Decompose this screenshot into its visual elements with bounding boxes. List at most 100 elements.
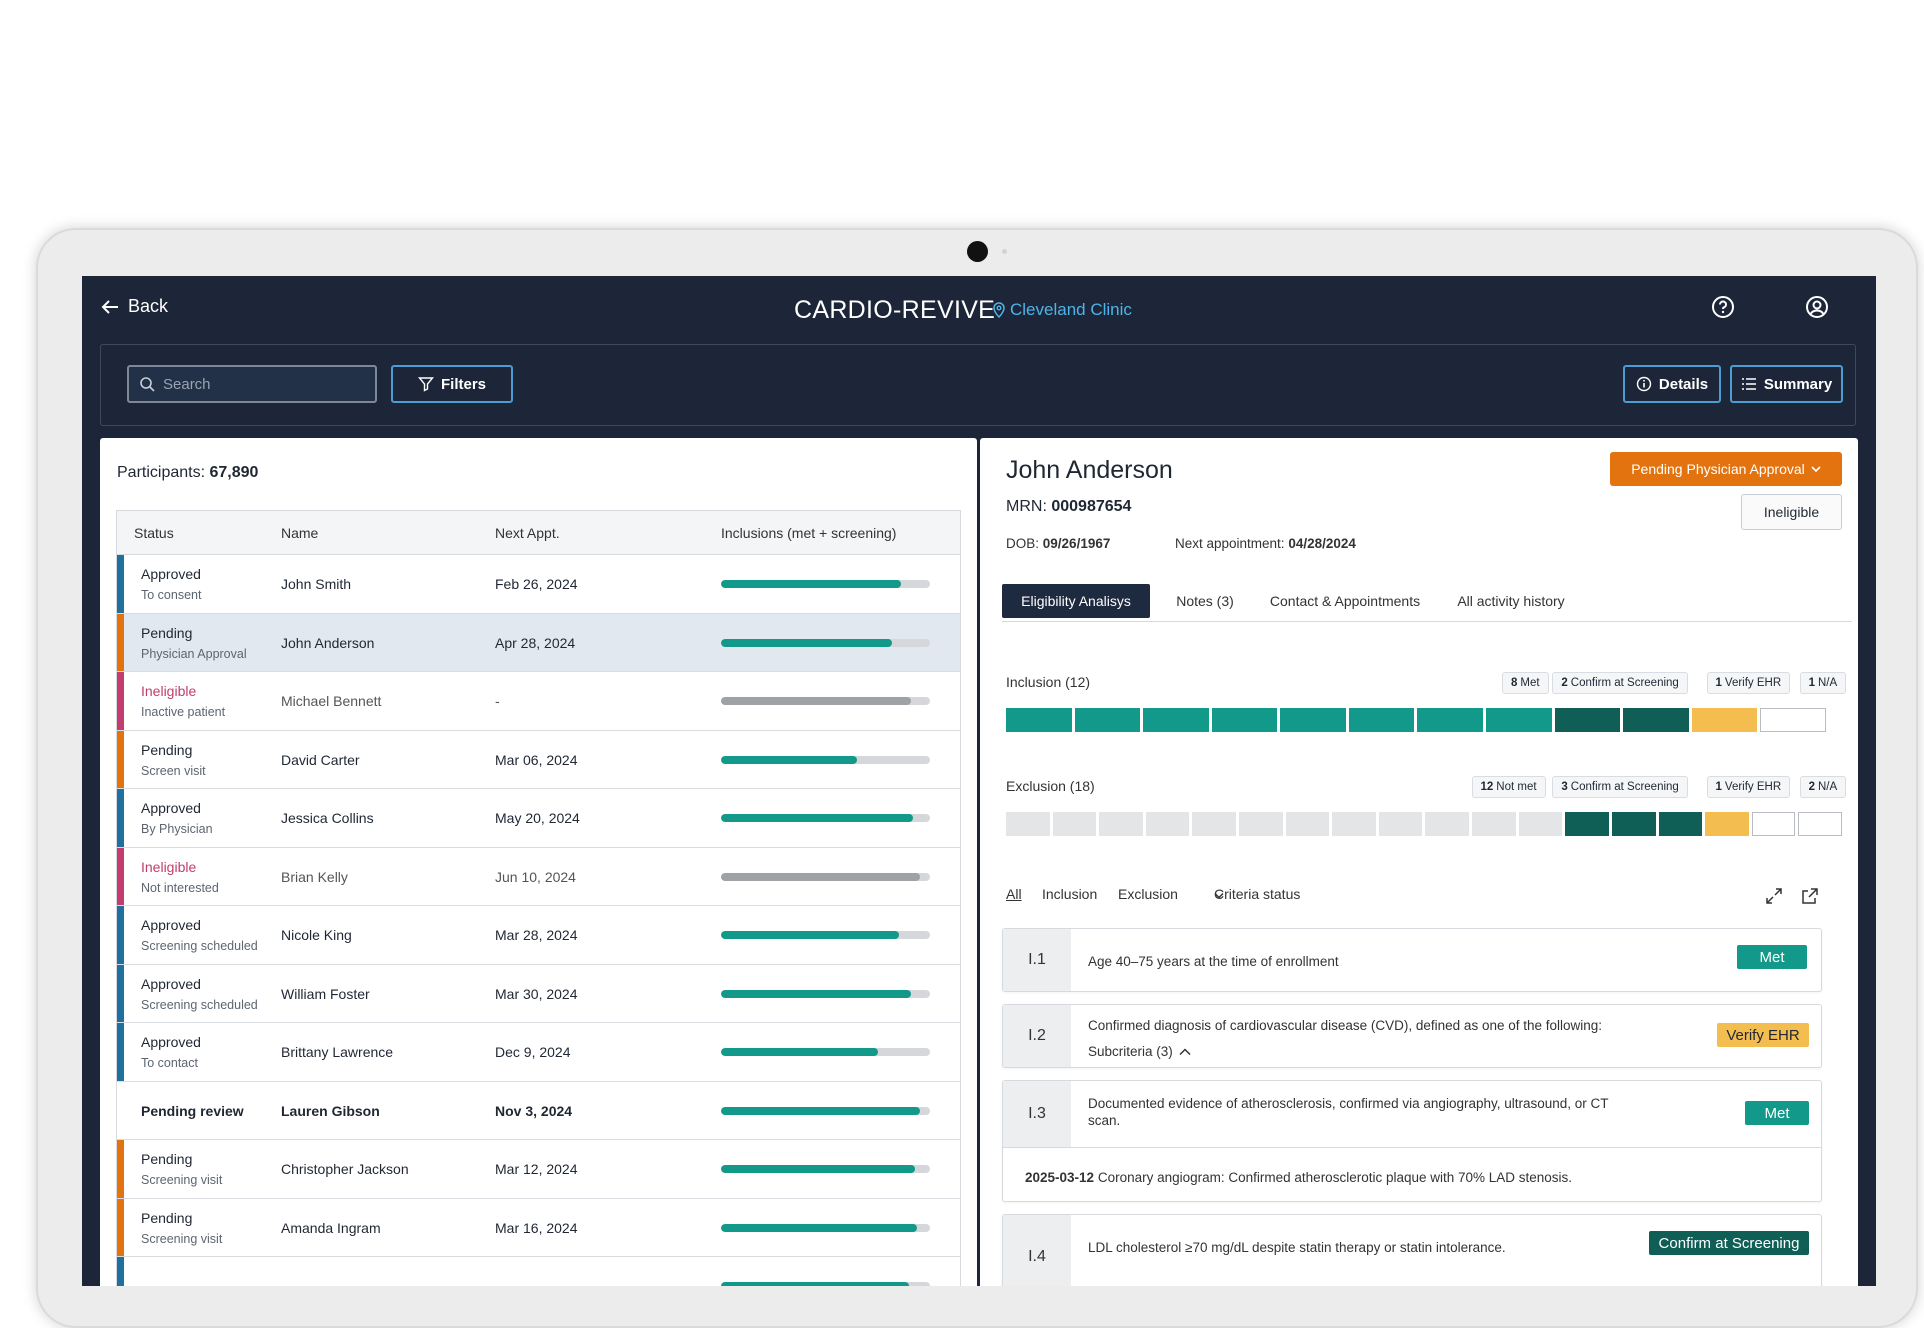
row-next-appt: Mar 30, 2024 (495, 985, 578, 1002)
criteria-segment-met (1417, 708, 1484, 732)
row-status-detail: Screening visit (141, 1173, 223, 1187)
inclusion-progress-bar (721, 638, 930, 647)
open-external-icon[interactable] (1800, 886, 1820, 906)
search-input[interactable] (163, 375, 353, 393)
row-status-detail: Screen visit (141, 763, 206, 778)
table-row[interactable]: Pending Screen visit David Carter Mar 06, 2… (117, 730, 960, 789)
summary-chip[interactable]: 3 Confirm at Screening (1552, 776, 1688, 798)
criterion-card-i4[interactable]: I.4 LDL cholesterol ≥70 mg/dL despite st… (1002, 1214, 1822, 1286)
criteria-segment-notmet (1099, 812, 1143, 836)
met-badge[interactable]: Met (1737, 945, 1807, 969)
summary-chip[interactable]: 1 Verify EHR (1706, 776, 1791, 798)
filter-inclusion[interactable]: Inclusion (1042, 886, 1098, 902)
inclusion-progress-bar (721, 1048, 930, 1056)
row-next-appt: Mar 06, 2024 (495, 751, 578, 768)
table-row[interactable]: Pending review Lauren Gibson Nov 3, 2024 (117, 1082, 960, 1140)
dob-value: 09/26/1967 (1042, 536, 1111, 551)
table-row[interactable]: Ineligible Not interested Brian Kelly Jun 1… (117, 847, 960, 906)
ineligible-button[interactable]: Ineligible (1741, 494, 1842, 530)
row-name: Lauren Gibson (281, 1102, 380, 1119)
filters-button[interactable]: Filters (391, 365, 513, 403)
inclusion-progress-bar (721, 697, 930, 705)
progress-fill (721, 755, 857, 764)
help-icon[interactable] (1710, 294, 1736, 320)
back-button[interactable]: Back (100, 296, 168, 317)
subcriteria-toggle[interactable]: Subcriteria (3) (1088, 1043, 1191, 1060)
criterion-index: I.3 (1003, 1081, 1071, 1147)
row-status-detail: Inactive patient (141, 705, 226, 719)
tab-activity-history[interactable]: All activity history (1457, 593, 1565, 609)
criterion-index: I.2 (1003, 1005, 1071, 1067)
column-header-status[interactable]: Status (134, 525, 174, 541)
inclusion-progress-bar (721, 1106, 930, 1115)
criteria-segment-met (1280, 708, 1346, 732)
expand-icon[interactable] (1764, 886, 1784, 906)
met-badge[interactable]: Met (1745, 1101, 1809, 1125)
summary-chip[interactable]: 2 N/A (1799, 776, 1847, 798)
inclusion-progress-bar (721, 755, 930, 764)
row-name: Christopher Jackson (281, 1161, 409, 1177)
search-box[interactable] (127, 365, 377, 403)
row-next-appt: Apr 28, 2024 (495, 634, 576, 651)
table-row[interactable]: Ineligible Inactive patient Michael Bennet… (117, 672, 960, 731)
row-status-detail: Screening visit (141, 1231, 223, 1246)
progress-fill (721, 814, 914, 822)
summary-button[interactable]: Summary (1730, 365, 1843, 403)
status-dropdown-button[interactable]: Pending Physician Approval (1610, 452, 1842, 486)
criterion-text: Documented evidence of atherosclerosis, … (1088, 1096, 1609, 1128)
tab-notes[interactable]: Notes (3) (1176, 593, 1234, 609)
progress-fill (721, 1223, 918, 1232)
row-status: Ineligible (141, 683, 197, 699)
table-row[interactable]: Approved Screening scheduled Nicole King Ma… (117, 906, 960, 965)
chip-label: Met (1520, 677, 1540, 689)
criteria-segment-met (1486, 708, 1552, 732)
filter-icon (417, 377, 434, 392)
table-row[interactable] (117, 1257, 960, 1286)
column-header-name[interactable]: Name (281, 525, 319, 541)
column-header-inclusions[interactable]: Inclusions (met + screening) (721, 525, 897, 541)
patient-next-appointment: Next appointment: 04/28/2024 (1175, 536, 1356, 551)
criterion-text: Confirmed diagnosis of cardiovascular di… (1088, 1018, 1603, 1033)
criterion-card-i2[interactable]: I.2 Confirmed diagnosis of cardiovascula… (1002, 1004, 1822, 1068)
verify-ehr-badge[interactable]: Verify EHR (1717, 1023, 1809, 1047)
user-account-icon[interactable] (1804, 294, 1830, 320)
summary-chip[interactable]: 2 Confirm at Screening (1552, 672, 1688, 694)
tab-eligibility-analysis[interactable]: Eligibility Analisys (1002, 584, 1150, 618)
filter-all[interactable]: All (1006, 886, 1022, 902)
summary-chip[interactable]: 12 Not met (1471, 776, 1546, 798)
row-status-detail: Screening scheduled (141, 939, 258, 953)
filter-exclusion[interactable]: Exclusion (1118, 886, 1178, 902)
table-row[interactable]: Pending Screening visit Christopher Jackso… (117, 1140, 960, 1199)
criterion-card-i3[interactable]: I.3 Documented evidence of atheroscleros… (1002, 1080, 1822, 1202)
row-name: David Carter (281, 751, 360, 768)
progress-fill (721, 872, 920, 881)
details-button[interactable]: Details (1623, 365, 1721, 403)
table-row[interactable]: Approved Screening scheduled William Foste… (117, 964, 960, 1023)
tab-contact-appointments[interactable]: Contact & Appointments (1269, 593, 1421, 609)
chevron-up-icon (1179, 1047, 1191, 1055)
criteria-status-dropdown[interactable]: Criteria status (1214, 886, 1300, 902)
chip-count: 8 (1511, 677, 1518, 689)
criterion-card-i1[interactable]: I.1 Age 40–75 years at the time of enrol… (1002, 928, 1822, 992)
criterion-index: I.1 (1003, 929, 1071, 991)
criteria-segment-na (1751, 812, 1796, 836)
summary-chip[interactable]: 1 N/A (1799, 672, 1847, 694)
table-row[interactable]: Approved To consent John Smith Feb 26, 2024 (117, 555, 960, 614)
criteria-segment-notmet (1285, 812, 1330, 836)
table-row[interactable]: Pending Screening visit Amanda Ingram Mar 1… (117, 1198, 960, 1257)
row-next-appt: May 20, 2024 (495, 810, 580, 826)
chip-count: 1 (1715, 781, 1722, 793)
site-location[interactable]: Cleveland Clinic (992, 300, 1132, 320)
table-row[interactable]: Pending Physician Approval John Anderson Ap… (117, 613, 960, 672)
list-icon (1741, 378, 1756, 390)
table-row[interactable]: Approved By Physician Jessica Collins May 2… (117, 789, 960, 848)
row-next-appt: Mar 12, 2024 (495, 1161, 578, 1177)
confirm-at-screening-badge[interactable]: Confirm at Screening (1649, 1231, 1809, 1255)
table-row[interactable]: Approved To contact Brittany Lawrence Dec 9… (117, 1023, 960, 1082)
inclusion-label: Inclusion (12) (1006, 674, 1091, 690)
row-next-appt: Nov 3, 2024 (495, 1102, 573, 1119)
summary-chip[interactable]: 1 Verify EHR (1706, 672, 1791, 694)
column-header-next-appt[interactable]: Next Appt. (495, 525, 560, 541)
summary-chip[interactable]: 8 Met (1502, 672, 1549, 694)
criteria-status-label: Criteria status (1214, 886, 1301, 902)
